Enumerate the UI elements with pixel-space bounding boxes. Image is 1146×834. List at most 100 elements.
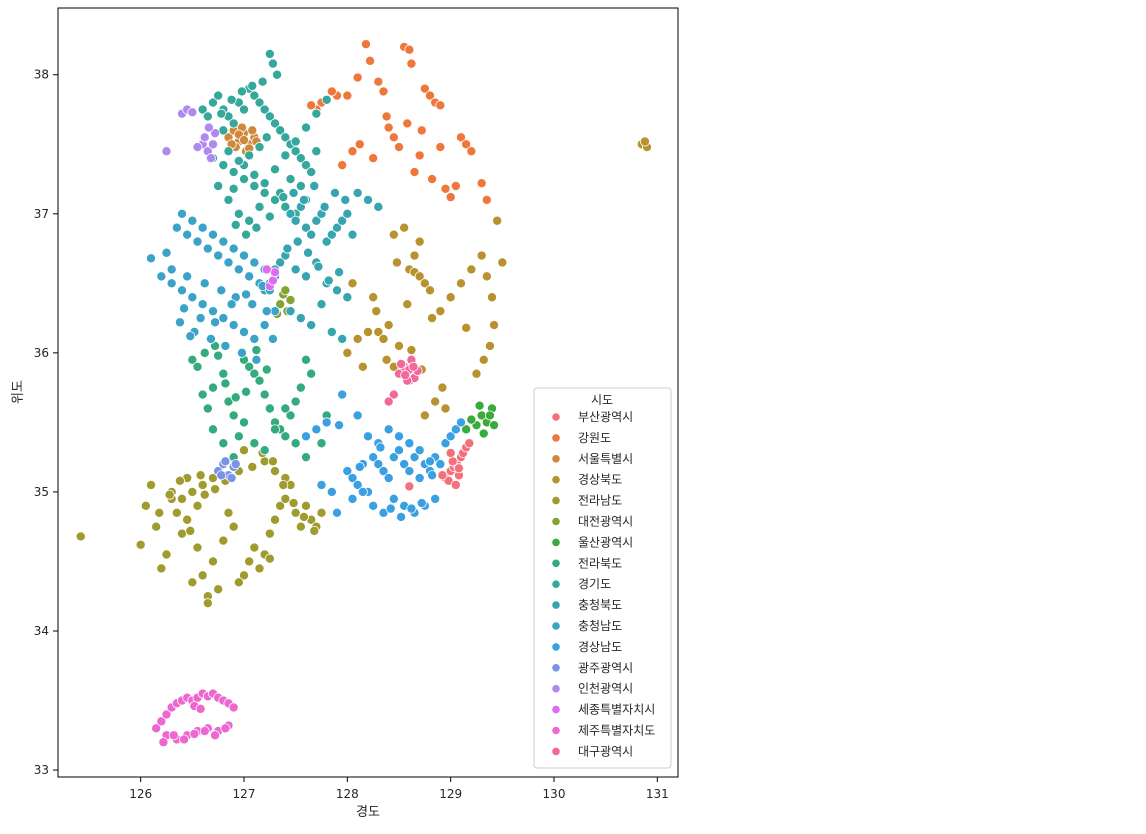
legend: 시도 부산광역시강원도서울특별시경상북도전라남도대전광역시울산광역시전라북도경기…: [533, 387, 672, 769]
data-point: [158, 737, 169, 748]
data-point: [192, 361, 203, 372]
data-point: [492, 215, 503, 226]
data-point: [249, 257, 260, 268]
data-point: [334, 267, 345, 278]
y-tick-label: 38: [34, 68, 49, 82]
data-point: [437, 382, 448, 393]
data-point: [466, 414, 477, 425]
data-point: [226, 94, 237, 105]
series-group: [151, 688, 239, 748]
data-point: [352, 187, 363, 198]
data-point: [179, 734, 190, 745]
data-point: [427, 174, 438, 185]
data-point: [207, 97, 218, 108]
data-point: [404, 481, 415, 492]
data-point: [373, 76, 384, 87]
data-point: [331, 285, 342, 296]
x-tick-label: 127: [233, 787, 256, 801]
data-point: [179, 303, 190, 314]
data-point: [352, 479, 363, 490]
series-group: [404, 438, 475, 492]
data-point: [471, 368, 482, 379]
data-point: [195, 703, 206, 714]
data-point: [464, 438, 475, 449]
data-point: [354, 461, 365, 472]
data-point: [450, 180, 461, 191]
data-point: [244, 271, 255, 282]
data-point: [352, 72, 363, 83]
legend-marker: [551, 642, 561, 652]
data-point: [259, 445, 270, 456]
data-point: [450, 424, 461, 435]
data-point: [383, 424, 394, 435]
legend-marker: [551, 537, 561, 548]
data-point: [192, 236, 203, 247]
data-point: [161, 549, 172, 560]
data-point: [176, 208, 187, 219]
data-point: [295, 180, 306, 191]
data-point: [404, 466, 415, 477]
data-point: [285, 306, 296, 317]
data-point: [220, 456, 231, 467]
data-point: [455, 278, 466, 289]
data-point: [484, 410, 495, 421]
data-point: [185, 331, 196, 342]
y-tick-label: 33: [34, 763, 49, 777]
y-tick-label: 36: [34, 346, 49, 360]
x-tick-label: 129: [439, 787, 462, 801]
data-point: [408, 361, 419, 372]
legend-marker: [551, 516, 561, 527]
data-point: [368, 500, 379, 511]
data-point: [290, 438, 301, 449]
data-point: [226, 299, 237, 310]
data-point: [261, 306, 272, 317]
data-point: [354, 139, 365, 150]
data-point: [282, 243, 293, 254]
y-axis-title: 위도: [11, 380, 26, 404]
data-point: [352, 333, 363, 344]
data-point: [238, 417, 249, 428]
data-point: [435, 142, 446, 153]
data-point: [437, 470, 448, 481]
data-point: [187, 215, 198, 226]
data-point: [247, 125, 258, 136]
data-point: [223, 146, 234, 157]
data-point: [187, 354, 198, 365]
data-point: [337, 333, 348, 344]
data-point: [205, 153, 216, 164]
data-point: [393, 445, 404, 456]
data-point: [216, 285, 227, 296]
data-point: [259, 187, 270, 198]
data-point: [300, 354, 311, 365]
data-point: [290, 507, 301, 518]
data-point: [414, 150, 425, 161]
data-point: [388, 493, 399, 504]
data-point: [445, 431, 456, 442]
data-point: [298, 511, 309, 522]
data-point: [156, 716, 167, 727]
y-tick-label: 34: [34, 624, 49, 638]
data-point: [461, 322, 472, 333]
data-point: [435, 100, 446, 111]
data-point: [259, 320, 270, 331]
data-point: [414, 271, 425, 282]
data-point: [176, 493, 187, 504]
data-point: [230, 219, 241, 230]
data-point: [275, 125, 286, 136]
data-point: [396, 511, 407, 522]
data-point: [371, 306, 382, 317]
data-point: [220, 340, 231, 351]
data-point: [466, 146, 477, 157]
data-point: [187, 292, 198, 303]
series-group: [461, 400, 500, 439]
data-point: [259, 104, 270, 115]
data-point: [185, 525, 196, 536]
data-point: [247, 299, 258, 310]
data-point: [383, 122, 394, 133]
data-point: [342, 347, 353, 358]
data-point: [254, 375, 265, 386]
data-point: [218, 535, 229, 546]
legend-marker: [551, 454, 561, 464]
data-point: [489, 420, 500, 431]
data-point: [161, 146, 172, 157]
